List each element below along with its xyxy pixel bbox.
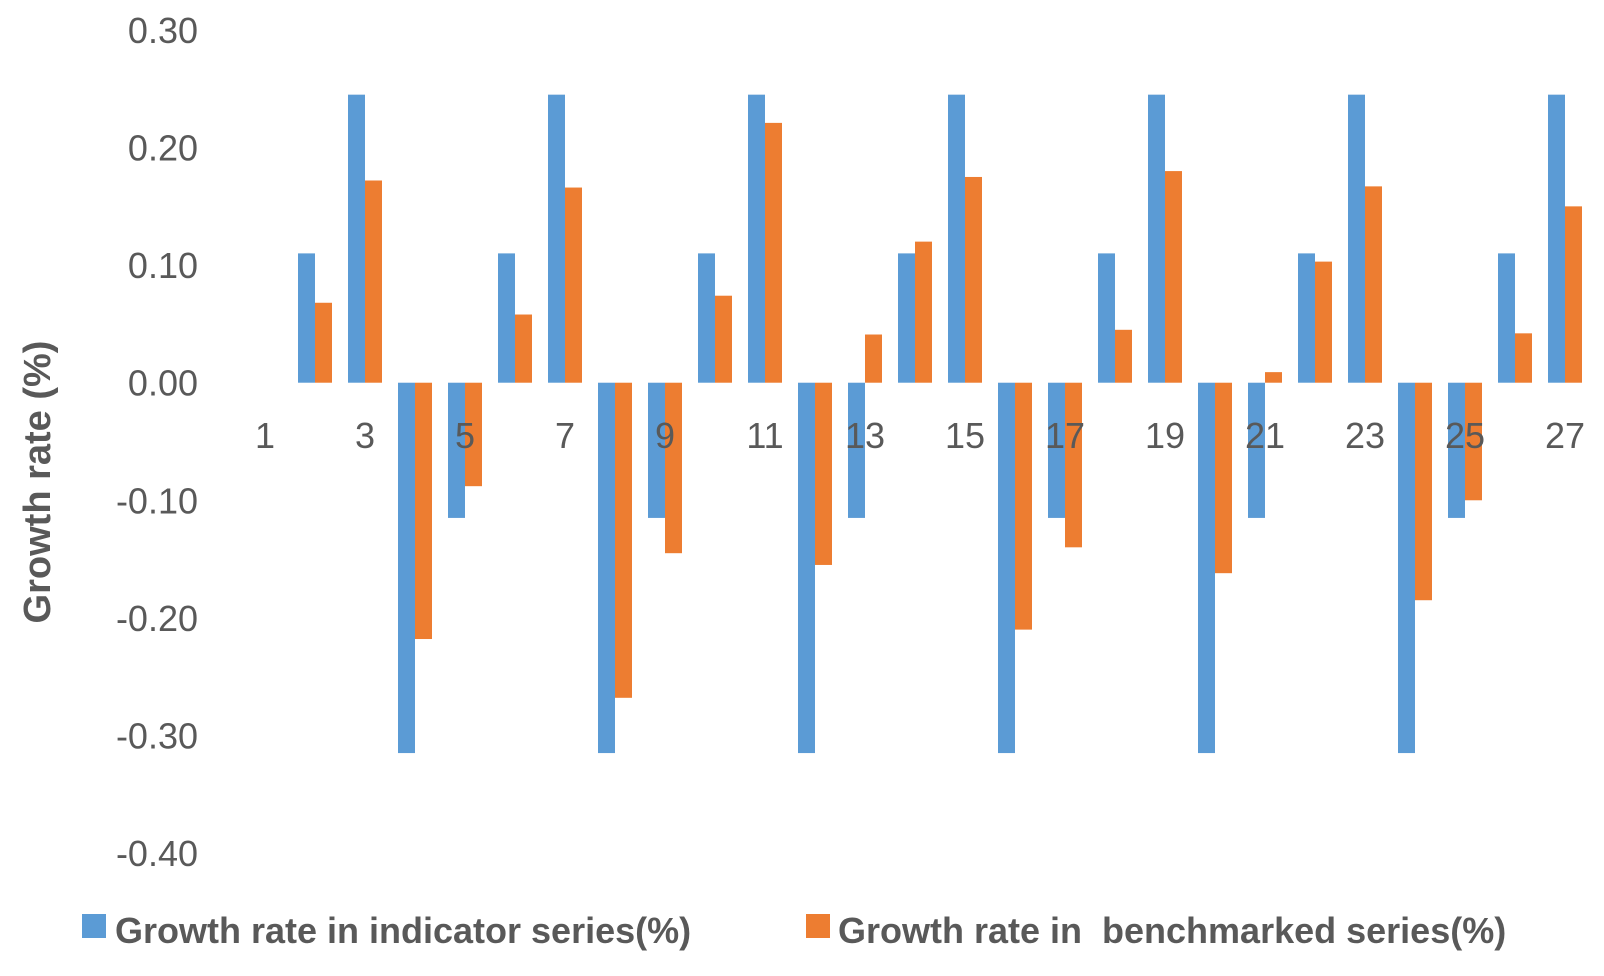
indicator-bar — [698, 253, 715, 383]
x-tick-label: 13 — [845, 415, 885, 456]
indicator-bar — [1148, 94, 1165, 383]
x-axis-ticks: 1 3 5 7 9 11 13 15 17 19 21 23 25 27 — [255, 415, 1585, 456]
x-tick-label: 1 — [255, 415, 275, 456]
benchmarked-bar — [665, 382, 682, 554]
benchmarked-bar — [365, 180, 382, 383]
y-tick-label: 0.10 — [128, 245, 198, 286]
benchmarked-bar — [715, 295, 732, 383]
benchmarked-bar — [1515, 333, 1532, 383]
benchmarked-bar — [515, 314, 532, 383]
benchmarked-bar — [815, 382, 832, 565]
benchmarked-bar — [1465, 382, 1482, 501]
indicator-bar — [298, 253, 315, 383]
indicator-bar — [348, 94, 365, 383]
legend-label: Growth rate in indicator series(%) — [115, 910, 691, 951]
indicator-bar — [748, 94, 765, 383]
benchmarked-bar — [1215, 382, 1232, 574]
x-tick-label: 3 — [355, 415, 375, 456]
benchmarked-bar — [565, 187, 582, 383]
benchmarked-bar — [1315, 261, 1332, 383]
bars — [298, 94, 1582, 754]
indicator-bar — [1248, 382, 1265, 518]
y-axis-ticks: 0.30 0.20 0.10 0.00 -0.10 -0.20 -0.30 -0.40 — [116, 10, 198, 874]
benchmarked-bar — [415, 382, 432, 640]
x-tick-label: 27 — [1545, 415, 1585, 456]
indicator-bar — [948, 94, 965, 383]
legend-label: Growth rate in benchmarked series(%) — [838, 910, 1506, 951]
indicator-bar — [598, 382, 615, 754]
indicator-bar — [998, 382, 1015, 754]
benchmarked-bar — [915, 241, 932, 383]
benchmarked-bar — [965, 176, 982, 383]
x-tick-label: 9 — [655, 415, 675, 456]
benchmarked-bar — [315, 302, 332, 383]
x-tick-label: 15 — [945, 415, 985, 456]
benchmarked-bar — [1415, 382, 1432, 601]
benchmarked-bar — [1565, 206, 1582, 383]
benchmarked-bar — [615, 382, 632, 698]
benchmarked-bar — [765, 122, 782, 383]
y-axis-label: Growth rate (%) — [17, 341, 59, 624]
x-tick-label: 7 — [555, 415, 575, 456]
indicator-bar — [1348, 94, 1365, 383]
indicator-bar — [1448, 382, 1465, 518]
x-tick-label: 19 — [1145, 415, 1185, 456]
benchmarked-bar — [1115, 329, 1132, 383]
indicator-bar — [1198, 382, 1215, 754]
legend: Growth rate in indicator series(%) Growth… — [82, 910, 1506, 951]
indicator-bar — [848, 382, 865, 518]
x-tick-label: 11 — [746, 415, 783, 456]
benchmarked-bar — [1165, 171, 1182, 383]
y-tick-label: 0.00 — [128, 363, 198, 404]
indicator-bar — [1548, 94, 1565, 383]
indicator-bar — [798, 382, 815, 754]
x-tick-label: 5 — [455, 415, 475, 456]
indicator-bar — [648, 382, 665, 518]
y-tick-label: -0.10 — [116, 480, 198, 521]
y-tick-label: -0.40 — [116, 833, 198, 874]
x-tick-label: 17 — [1045, 415, 1085, 456]
benchmarked-bar — [1065, 382, 1082, 548]
y-tick-label: -0.20 — [116, 598, 198, 639]
indicator-bar — [398, 382, 415, 754]
benchmarked-bar — [465, 382, 482, 487]
benchmarked-bar — [1015, 382, 1032, 630]
benchmarked-bar — [865, 334, 882, 383]
indicator-bar — [548, 94, 565, 383]
x-tick-label: 23 — [1345, 415, 1385, 456]
indicator-bar — [1098, 253, 1115, 383]
indicator-bar — [1498, 253, 1515, 383]
indicator-bar — [1298, 253, 1315, 383]
indicator-bar — [898, 253, 915, 383]
y-tick-label: 0.30 — [128, 10, 198, 51]
y-tick-label: 0.20 — [128, 128, 198, 169]
y-tick-label: -0.30 — [116, 715, 198, 756]
indicator-bar — [498, 253, 515, 383]
x-tick-label: 21 — [1245, 415, 1285, 456]
legend-swatch — [82, 914, 106, 938]
legend-swatch — [806, 914, 830, 938]
indicator-bar — [448, 382, 465, 518]
indicator-bar — [1398, 382, 1415, 754]
benchmarked-bar — [1265, 372, 1282, 383]
indicator-bar — [1048, 382, 1065, 518]
x-tick-label: 25 — [1445, 415, 1485, 456]
benchmarked-bar — [1365, 186, 1382, 383]
